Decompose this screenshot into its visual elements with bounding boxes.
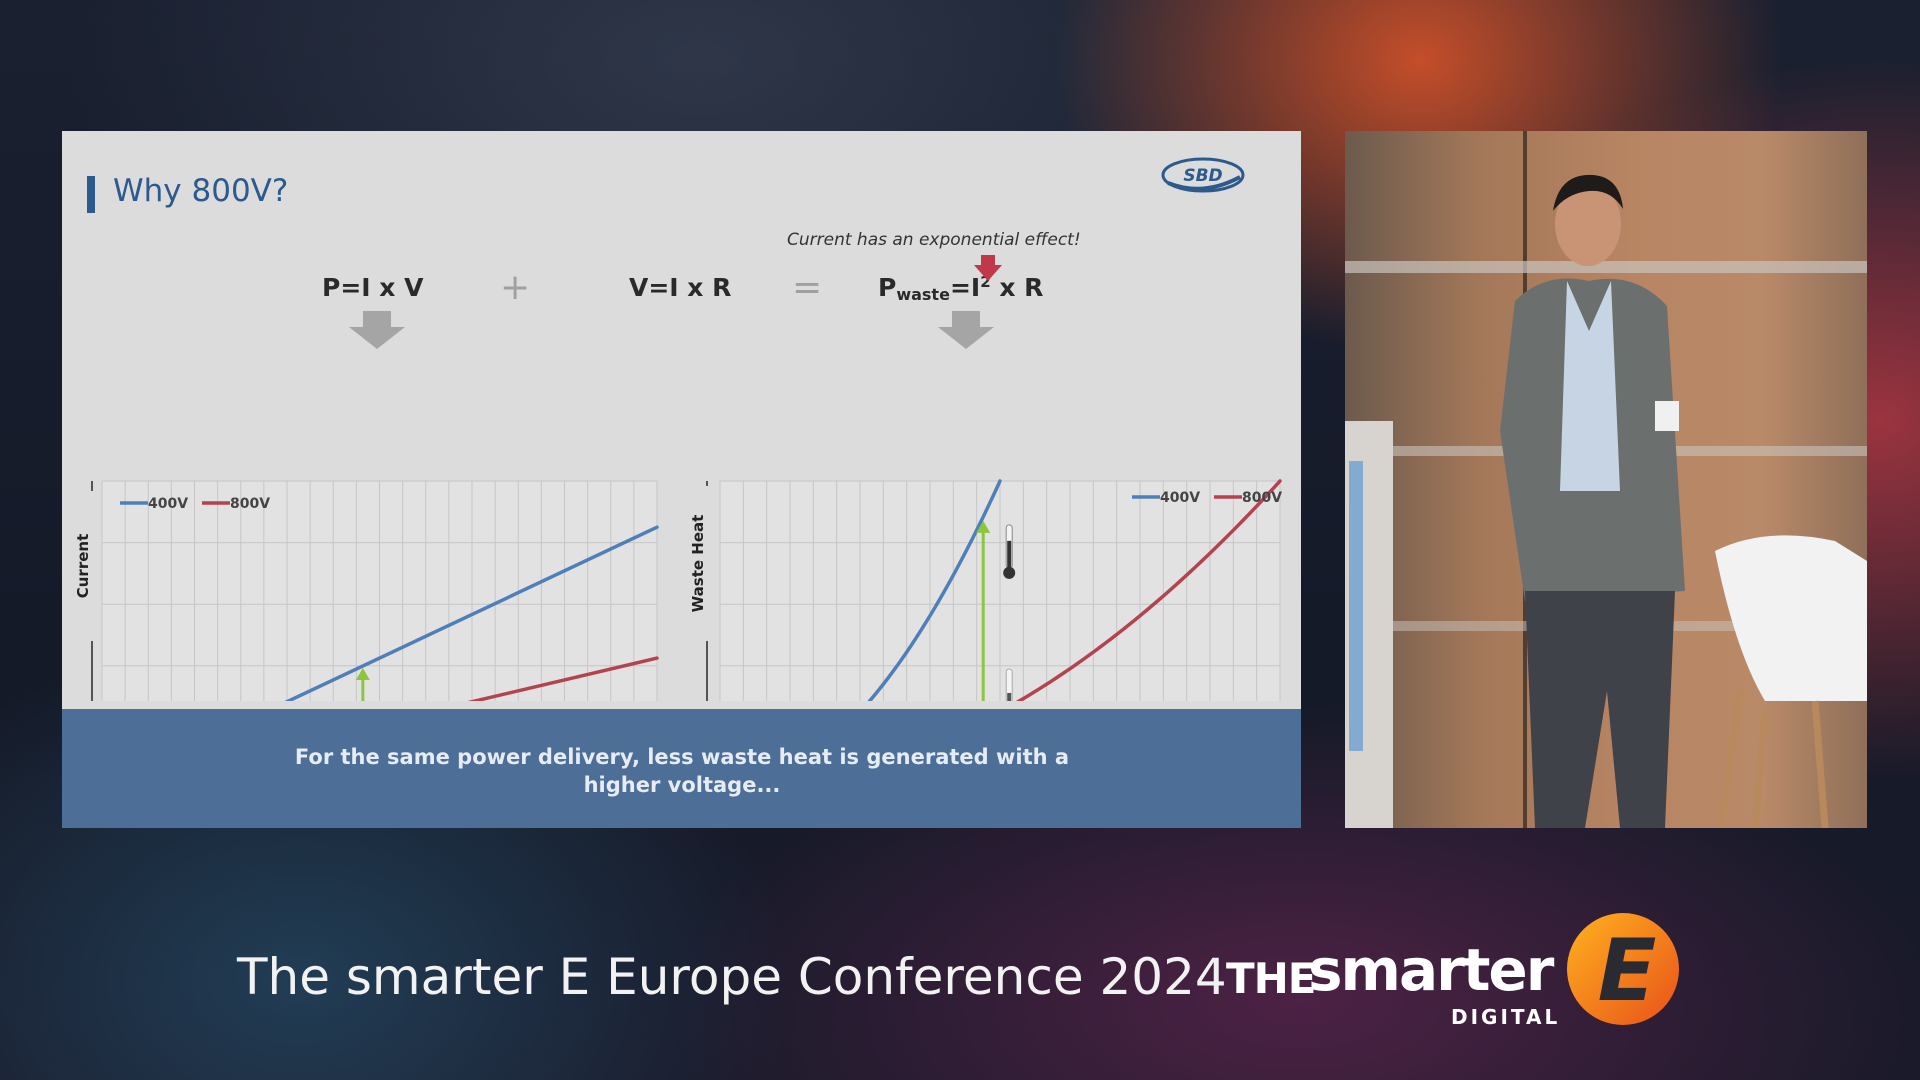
red-down-arrow-icon (974, 255, 1002, 281)
formula-waste-mid: =I (949, 273, 981, 302)
down-arrow-icon (938, 311, 994, 349)
thermometer-hot-level (1007, 540, 1012, 569)
formula-power: P=I x V (322, 273, 424, 302)
caption-text: For the same power delivery, less waste … (294, 745, 1070, 797)
legend-label-800v: 800V (230, 496, 270, 512)
title-accent-bar (87, 176, 95, 213)
arrow-head-up (355, 667, 370, 680)
brand-digital-text: DIGITAL (1451, 1005, 1561, 1029)
legend-label-400v: 400V (148, 496, 188, 512)
current-chart: Charging PowerCurrent400V800V (74, 480, 659, 701)
series-line-400v (867, 479, 1002, 701)
brand-e-letter: E (1598, 921, 1657, 1021)
sbd-logo: SBD (1161, 157, 1245, 193)
arrow-head-up (976, 520, 991, 533)
formula-waste-p: P (878, 273, 897, 302)
formula-waste-sub: waste (896, 285, 950, 304)
caption-banner: For the same power delivery, less waste … (62, 709, 1301, 828)
legend-label-400v: 400V (1160, 490, 1200, 506)
brand-the-text: THE (1226, 954, 1316, 1003)
formula-waste-sup: 2 (980, 273, 991, 291)
series-line-800v (467, 656, 659, 701)
brand-logo: THE smarter DIGITAL E (1226, 910, 1686, 1030)
operator-plus: + (500, 267, 531, 308)
speaker-video (1345, 131, 1867, 828)
legend-label-800v: 800V (1242, 490, 1282, 506)
down-arrow-icon (349, 311, 405, 349)
formula-waste-end: x R (990, 273, 1044, 302)
thermometer-cool-level (1007, 692, 1012, 701)
brand-smarter-text: smarter (1308, 936, 1554, 1004)
thermometer-hot-bulb (1003, 566, 1016, 579)
presentation-slide: Why 800V? SBD Current has an exponential… (62, 131, 1301, 828)
slide-title: Why 800V? (113, 173, 289, 209)
series-line-800v (1015, 479, 1282, 701)
operator-equals: = (792, 267, 823, 308)
speaker-photo (1345, 131, 1867, 828)
series-line-400v (284, 525, 659, 701)
formula-ohm: V=I x R (629, 273, 732, 302)
annotation-text: Current has an exponential effect! (787, 230, 1081, 250)
conference-title: The smarter E Europe Conference 2024 (237, 948, 1227, 1006)
brand-e-logo-icon: E (1567, 913, 1679, 1025)
y-axis-label: Waste Heat (689, 515, 707, 613)
sbd-logo-text: SBD (1183, 166, 1222, 186)
formula-waste: Pwaste=I2 x R (878, 273, 1043, 304)
y-axis-label: Current (74, 534, 92, 599)
